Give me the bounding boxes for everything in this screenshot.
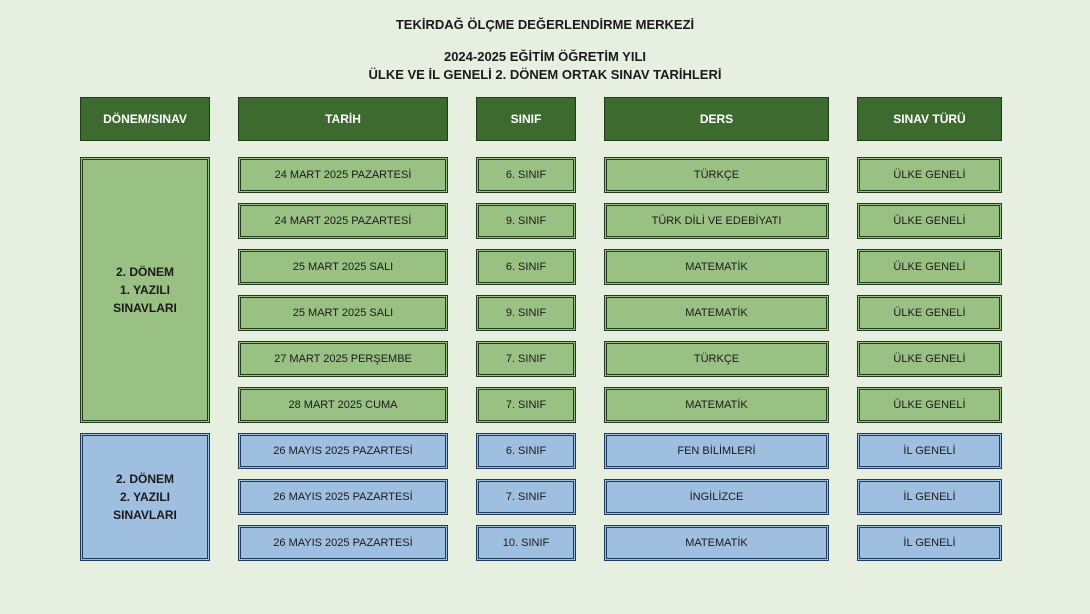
subject-cell: MATEMATİK	[604, 387, 829, 423]
subject-cell: MATEMATİK	[604, 295, 829, 331]
col-header-period: DÖNEM/SINAV	[80, 97, 210, 141]
grade-cell: 7. SINIF	[476, 479, 576, 515]
date-cell: 25 MART 2025 SALI	[238, 295, 448, 331]
title-line-1: TEKİRDAĞ ÖLÇME DEĞERLENDİRME MERKEZİ	[80, 16, 1010, 34]
date-cell: 24 MART 2025 PAZARTESİ	[238, 157, 448, 193]
subject-cell: İNGİLİZCE	[604, 479, 829, 515]
grade-cell: 10. SINIF	[476, 525, 576, 561]
date-cell: 27 MART 2025 PERŞEMBE	[238, 341, 448, 377]
subject-cell: TÜRK DİLİ VE EDEBİYATI	[604, 203, 829, 239]
date-cell: 24 MART 2025 PAZARTESİ	[238, 203, 448, 239]
date-cell: 25 MART 2025 SALI	[238, 249, 448, 285]
col-header-date: TARİH	[238, 97, 448, 141]
type-cell: İL GENELİ	[857, 433, 1002, 469]
period-label: 2. DÖNEM 1. YAZILI SINAVLARI	[80, 157, 210, 423]
subject-cell: MATEMATİK	[604, 525, 829, 561]
grade-cell: 9. SINIF	[476, 295, 576, 331]
grade-cell: 6. SINIF	[476, 433, 576, 469]
subject-cell: MATEMATİK	[604, 249, 829, 285]
type-cell: ÜLKE GENELİ	[857, 387, 1002, 423]
date-cell: 26 MAYIS 2025 PAZARTESİ	[238, 525, 448, 561]
col-header-type: SINAV TÜRÜ	[857, 97, 1002, 141]
type-cell: ÜLKE GENELİ	[857, 249, 1002, 285]
type-cell: ÜLKE GENELİ	[857, 203, 1002, 239]
grade-cell: 6. SINIF	[476, 249, 576, 285]
date-cell: 26 MAYIS 2025 PAZARTESİ	[238, 479, 448, 515]
type-cell: İL GENELİ	[857, 525, 1002, 561]
schedule-grid: DÖNEM/SINAV TARİH SINIF DERS SINAV TÜRÜ …	[80, 97, 1010, 561]
period-label: 2. DÖNEM 2. YAZILI SINAVLARI	[80, 433, 210, 561]
grade-cell: 7. SINIF	[476, 341, 576, 377]
type-cell: ÜLKE GENELİ	[857, 341, 1002, 377]
date-cell: 26 MAYIS 2025 PAZARTESİ	[238, 433, 448, 469]
title-block: TEKİRDAĞ ÖLÇME DEĞERLENDİRME MERKEZİ 202…	[80, 16, 1010, 85]
grade-cell: 9. SINIF	[476, 203, 576, 239]
subject-cell: FEN BİLİMLERİ	[604, 433, 829, 469]
subject-cell: TÜRKÇE	[604, 341, 829, 377]
subject-cell: TÜRKÇE	[604, 157, 829, 193]
type-cell: İL GENELİ	[857, 479, 1002, 515]
type-cell: ÜLKE GENELİ	[857, 295, 1002, 331]
title-line-2: 2024-2025 EĞİTİM ÖĞRETİM YILI	[80, 48, 1010, 66]
date-cell: 28 MART 2025 CUMA	[238, 387, 448, 423]
grade-cell: 6. SINIF	[476, 157, 576, 193]
type-cell: ÜLKE GENELİ	[857, 157, 1002, 193]
col-header-grade: SINIF	[476, 97, 576, 141]
col-header-subject: DERS	[604, 97, 829, 141]
page: TEKİRDAĞ ÖLÇME DEĞERLENDİRME MERKEZİ 202…	[0, 0, 1090, 561]
title-line-3: ÜLKE VE İL GENELİ 2. DÖNEM ORTAK SINAV T…	[80, 66, 1010, 84]
grade-cell: 7. SINIF	[476, 387, 576, 423]
